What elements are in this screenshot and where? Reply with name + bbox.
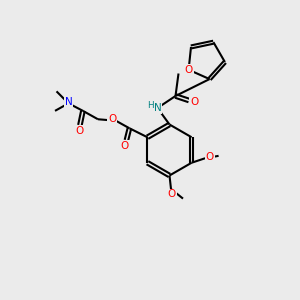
Text: H: H — [147, 101, 153, 110]
Text: O: O — [206, 152, 214, 162]
Text: O: O — [121, 141, 129, 151]
Text: O: O — [108, 114, 116, 124]
Text: O: O — [76, 126, 84, 136]
Text: N: N — [154, 103, 161, 113]
Text: N: N — [64, 97, 72, 107]
Text: O: O — [184, 65, 193, 75]
Text: O: O — [168, 189, 176, 200]
Text: O: O — [190, 97, 199, 107]
